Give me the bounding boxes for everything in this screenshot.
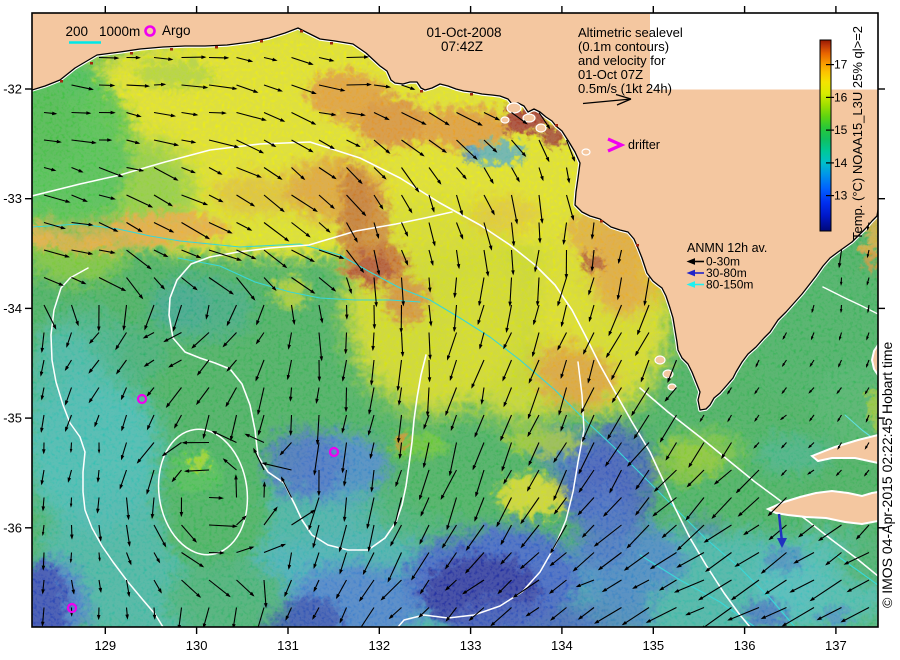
svg-text:0.5m/s (1kt 24h): 0.5m/s (1kt 24h) xyxy=(578,81,672,96)
svg-text:30-80m: 30-80m xyxy=(706,266,747,280)
svg-text:15: 15 xyxy=(834,123,848,137)
svg-text:134: 134 xyxy=(551,638,573,653)
svg-text:-35: -35 xyxy=(3,411,22,426)
svg-text:14: 14 xyxy=(834,156,848,170)
svg-text:01-Oct 07Z: 01-Oct 07Z xyxy=(578,67,643,82)
svg-text:Altimetric sealevel: Altimetric sealevel xyxy=(578,25,683,40)
svg-text:13: 13 xyxy=(834,189,848,203)
svg-text:© IMOS 04-Apr-2015 02:22:45 Ho: © IMOS 04-Apr-2015 02:22:45 Hobart time xyxy=(879,341,895,608)
svg-text:01-Oct-2008: 01-Oct-2008 xyxy=(426,25,501,40)
svg-text:80-150m: 80-150m xyxy=(706,277,753,291)
svg-text:and velocity for: and velocity for xyxy=(578,53,666,68)
svg-text:-33: -33 xyxy=(3,191,22,206)
svg-text:-32: -32 xyxy=(3,82,22,97)
svg-text:131: 131 xyxy=(277,638,299,653)
svg-text:1000m: 1000m xyxy=(99,24,140,39)
svg-text:0-30m: 0-30m xyxy=(706,254,740,268)
svg-text:Temp. (°C) NOAA15_L3U 25% ql>=: Temp. (°C) NOAA15_L3U 25% ql>=2 xyxy=(850,26,865,240)
svg-text:Argo: Argo xyxy=(162,23,191,38)
svg-text:(0.1m contours): (0.1m contours) xyxy=(578,39,669,54)
svg-text:ANMN 12h av.: ANMN 12h av. xyxy=(687,241,767,255)
svg-text:16: 16 xyxy=(834,90,848,104)
svg-text:137: 137 xyxy=(825,638,847,653)
svg-text:drifter: drifter xyxy=(628,138,660,152)
svg-text:135: 135 xyxy=(642,638,664,653)
svg-text:129: 129 xyxy=(94,638,116,653)
svg-text:133: 133 xyxy=(460,638,482,653)
svg-text:136: 136 xyxy=(734,638,756,653)
svg-text:-34: -34 xyxy=(3,301,22,316)
svg-text:130: 130 xyxy=(186,638,208,653)
svg-text:132: 132 xyxy=(368,638,390,653)
svg-text:-36: -36 xyxy=(3,520,22,535)
svg-text:200: 200 xyxy=(65,24,88,39)
svg-text:07:42Z: 07:42Z xyxy=(441,39,483,54)
svg-text:17: 17 xyxy=(834,58,848,72)
